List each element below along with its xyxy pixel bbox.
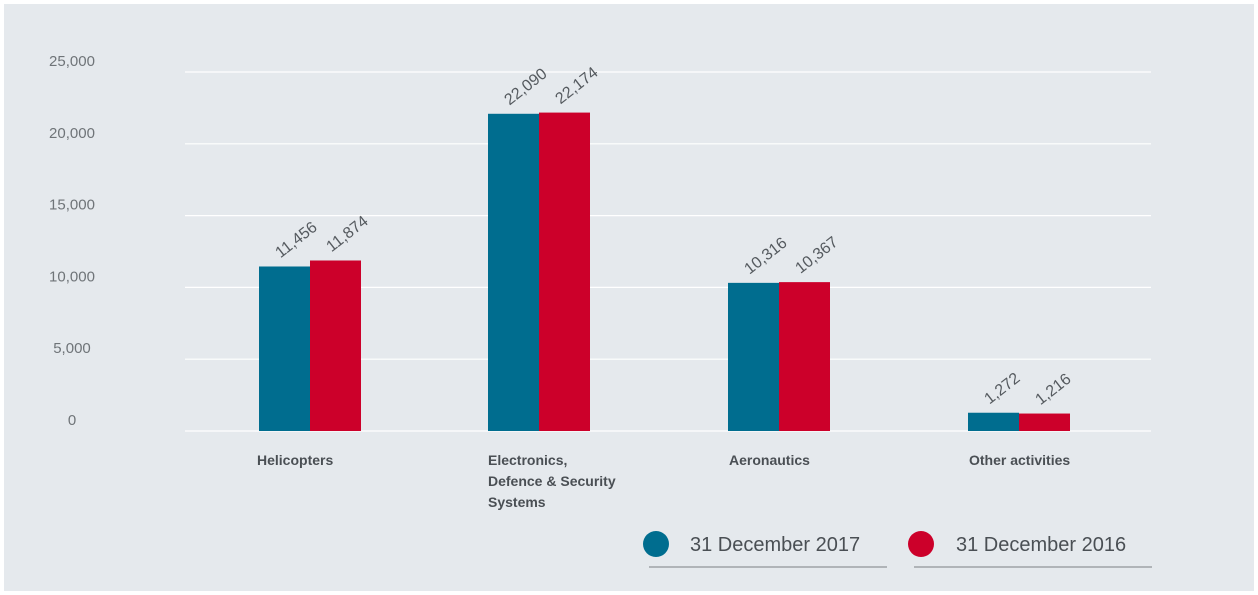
y-tick-label: 5,000 <box>53 340 91 357</box>
value-labels: 11,45622,09010,3161,27211,87422,17410,36… <box>272 64 1074 409</box>
data-label: 10,367 <box>792 234 841 278</box>
bar <box>1019 413 1070 431</box>
category-label-line: Electronics, <box>488 452 567 468</box>
chart-svg: 0 5,000 10,000 15,000 20,000 25,000 11,456 22,… <box>49 53 1152 568</box>
category-label-line: Systems <box>488 494 546 510</box>
category-label: Helicopters <box>257 452 333 468</box>
data-label: 11,874 <box>323 213 371 256</box>
category-label-line: Defence & Security <box>488 473 616 489</box>
data-label: 10,316 <box>741 234 790 278</box>
category-label: Aeronautics <box>729 452 810 468</box>
data-label: 1,216 <box>1032 371 1074 409</box>
category-label-line: Helicopters <box>257 452 333 468</box>
category-label: Electronics, Defence & Security Systems <box>488 452 616 510</box>
y-tick-label: 15,000 <box>49 197 95 214</box>
data-label: 11,456 <box>272 219 320 262</box>
data-label: 22,174 <box>552 64 601 108</box>
legend-marker <box>908 531 934 557</box>
chart-panel: 0 5,000 10,000 15,000 20,000 25,000 11,456 22,… <box>4 4 1254 591</box>
bar <box>259 266 310 431</box>
legend-label: 31 December 2017 <box>690 534 860 556</box>
bar <box>779 282 830 431</box>
category-label-line: Aeronautics <box>729 452 810 468</box>
category-labels: Helicopters Electronics, Defence & Securit… <box>257 452 1070 510</box>
bar <box>539 112 590 431</box>
y-tick-label: 0 <box>68 412 76 429</box>
y-axis-ticks: 0 5,000 10,000 15,000 20,000 25,000 <box>49 53 95 429</box>
bar <box>728 282 779 431</box>
category-label: Other activities <box>969 452 1070 468</box>
bars <box>259 112 1070 431</box>
legend-marker <box>643 531 669 557</box>
y-tick-label: 20,000 <box>49 125 95 142</box>
y-tick-label: 25,000 <box>49 53 95 70</box>
y-tick-label: 10,000 <box>49 268 95 285</box>
legend-label: 31 December 2016 <box>956 534 1126 556</box>
category-label-line: Other activities <box>969 452 1070 468</box>
bar <box>310 260 361 431</box>
bar <box>968 412 1019 431</box>
legend: 31 December 2017 31 December 2016 <box>643 531 1152 568</box>
data-label: 1,272 <box>981 370 1023 408</box>
bar <box>488 113 539 431</box>
